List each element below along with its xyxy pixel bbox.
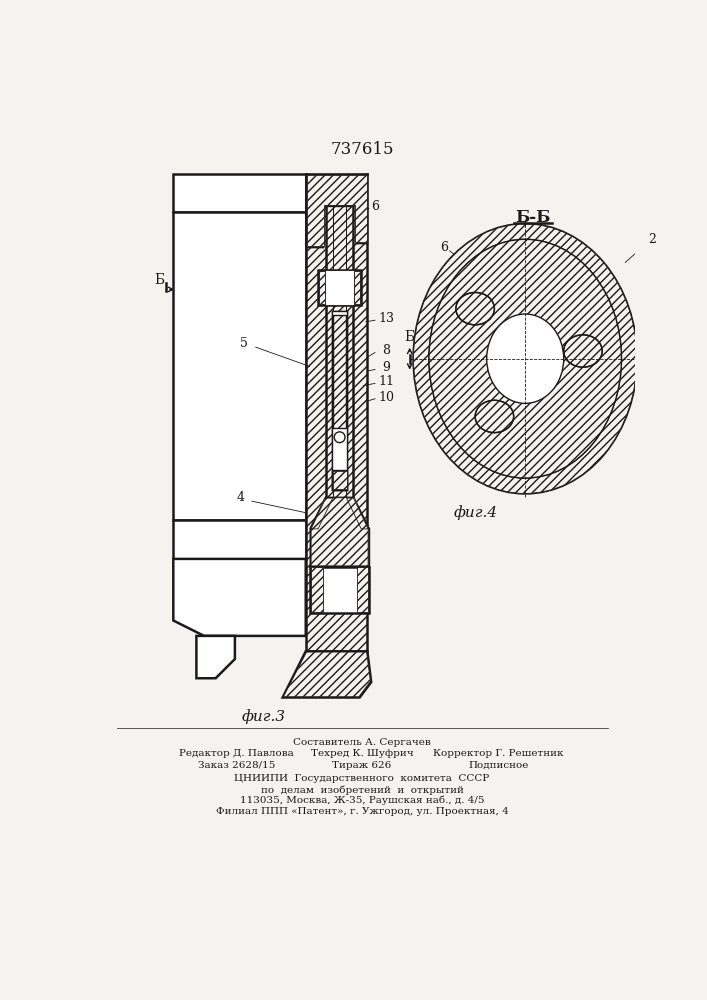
Polygon shape <box>197 636 235 678</box>
Text: Б: Б <box>154 273 165 287</box>
Ellipse shape <box>429 239 621 478</box>
Polygon shape <box>283 651 371 698</box>
Bar <box>318 270 361 305</box>
Text: фиг.4: фиг.4 <box>453 505 497 520</box>
Polygon shape <box>310 497 369 567</box>
Ellipse shape <box>429 239 621 478</box>
Text: 11: 11 <box>378 375 395 388</box>
Ellipse shape <box>414 224 637 493</box>
Polygon shape <box>311 497 368 566</box>
Bar <box>356 567 368 612</box>
Bar <box>326 205 354 497</box>
Text: 6: 6 <box>440 241 448 254</box>
Bar <box>346 205 354 497</box>
Text: фиг.3: фиг.3 <box>241 709 286 724</box>
Text: 5: 5 <box>240 337 248 350</box>
Bar <box>173 174 305 212</box>
Bar <box>305 174 368 651</box>
Text: Корректор Г. Решетник: Корректор Г. Решетник <box>433 749 563 758</box>
Bar <box>334 315 346 428</box>
Text: Филиал ППП «Патент», г. Ужгород, ул. Проектная, 4: Филиал ППП «Патент», г. Ужгород, ул. Про… <box>216 807 508 816</box>
Ellipse shape <box>563 335 602 367</box>
Bar <box>334 315 346 428</box>
Bar <box>332 470 347 490</box>
Text: Подписное: Подписное <box>468 761 528 770</box>
Ellipse shape <box>414 224 637 493</box>
Polygon shape <box>284 652 370 697</box>
Polygon shape <box>305 174 368 247</box>
Text: Б: Б <box>404 330 415 344</box>
Text: 4: 4 <box>236 491 245 504</box>
Bar <box>332 311 347 490</box>
Polygon shape <box>311 498 333 529</box>
Polygon shape <box>173 559 305 636</box>
Text: 10: 10 <box>378 391 395 404</box>
Text: 13: 13 <box>378 312 395 325</box>
Bar <box>311 567 322 612</box>
Text: Редактор Д. Павлова: Редактор Д. Павлова <box>179 749 294 758</box>
Bar <box>333 471 346 489</box>
Polygon shape <box>307 175 366 246</box>
Ellipse shape <box>456 292 494 325</box>
Bar <box>325 270 354 305</box>
Text: Составитель А. Сергачев: Составитель А. Сергачев <box>293 738 431 747</box>
Bar <box>327 182 352 206</box>
Ellipse shape <box>475 400 514 433</box>
Text: 2: 2 <box>648 233 656 246</box>
Polygon shape <box>346 498 368 529</box>
Bar <box>173 212 305 520</box>
Text: Техред К. Шуфрич: Техред К. Шуфрич <box>310 749 414 758</box>
Circle shape <box>334 432 345 443</box>
Text: по  делам  изобретений  и  открытий: по делам изобретений и открытий <box>260 785 463 795</box>
Text: 113035, Москва, Ж-35, Раушская наб., д. 4/5: 113035, Москва, Ж-35, Раушская наб., д. … <box>240 796 484 805</box>
Text: 8: 8 <box>382 344 390 358</box>
Text: Б-Б: Б-Б <box>515 209 551 226</box>
Text: Заказ 2628/15: Заказ 2628/15 <box>198 761 275 770</box>
Ellipse shape <box>486 314 563 403</box>
Bar <box>319 271 325 304</box>
Text: Тираж 626: Тираж 626 <box>332 761 392 770</box>
Text: 9: 9 <box>382 361 390 374</box>
Bar <box>354 271 361 304</box>
Text: 737615: 737615 <box>330 141 394 158</box>
Bar <box>310 567 369 613</box>
Text: ЦНИИПИ  Государственного  комитета  СССР: ЦНИИПИ Государственного комитета СССР <box>234 774 489 783</box>
Bar <box>326 205 334 497</box>
Text: 6: 6 <box>371 200 379 213</box>
Bar <box>173 520 305 559</box>
